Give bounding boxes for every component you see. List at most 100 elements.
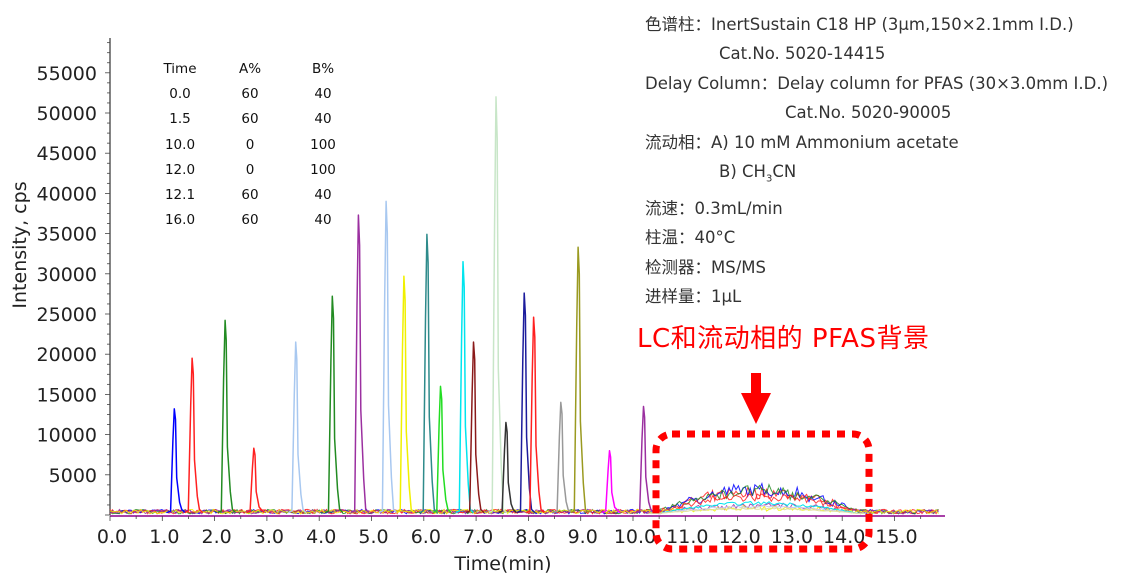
- column-label: 色谱柱：: [645, 15, 711, 34]
- peak-trace: [498, 421, 517, 514]
- detector-value: MS/MS: [711, 257, 766, 277]
- mobile-b-suffix: CN: [772, 162, 797, 182]
- delay-cat: Cat.No. 5020-90005: [785, 103, 952, 123]
- down-arrow-icon: [741, 373, 771, 424]
- delay-column-line: Delay Column：Delay column for PFAS (30×3…: [645, 69, 1108, 98]
- x-tick-label: 0.0: [97, 526, 127, 548]
- mobile-phase-line: 流动相：A) 10 mM Ammonium acetate: [645, 128, 1108, 157]
- y-tick-label: 55000: [37, 63, 97, 85]
- peak-trace: [465, 341, 485, 514]
- x-tick-label: 9.0: [568, 526, 598, 548]
- delay-cat-line: Cat.No. 5020-90005: [645, 98, 1108, 127]
- background-trace: [648, 500, 866, 514]
- cell-a: 0: [245, 161, 255, 178]
- injection-label: 进样量：: [645, 286, 711, 306]
- cell-a: 0: [245, 136, 255, 153]
- peak-trace: [419, 233, 438, 514]
- background-trace: [648, 507, 866, 514]
- mobile-b-prefix: B) CH: [719, 162, 766, 182]
- y-tick-label: 45000: [37, 143, 97, 165]
- temp-value: 40°C: [694, 228, 736, 248]
- x-tick-label: 7.0: [463, 526, 493, 548]
- cell-a: 60: [241, 85, 259, 102]
- peak-trace: [570, 246, 590, 514]
- x-tick-label: 15.0: [875, 526, 917, 548]
- y-tick-label: 40000: [37, 183, 97, 205]
- x-tick-label: 1.0: [149, 526, 179, 548]
- y-tick-label: 20000: [37, 344, 97, 366]
- cell-a: 60: [241, 212, 259, 229]
- dotted-highlight-box: [652, 430, 873, 553]
- cell-b: 100: [310, 136, 336, 153]
- temp-label: 柱温：: [645, 228, 695, 248]
- y-tick-label: 35000: [37, 224, 97, 246]
- flow-rate-line: 流速：0.3mL/min: [645, 194, 1108, 223]
- y-axis: 5000 10000 15000 20000 25000 30000 35000 40000 4…: [37, 38, 111, 516]
- x-tick-label: 3.0: [254, 526, 284, 548]
- x-tick-label: 2.0: [201, 526, 231, 548]
- table-row: 1.5 60 40: [148, 107, 358, 132]
- peak-trace: [287, 341, 307, 514]
- delay-label: Delay Column：: [645, 73, 778, 93]
- gradient-table: Time A% B% 0.0 60 40 1.5 60 40 10.0 0 10…: [148, 56, 358, 233]
- mobile-phase-b-line: B) CH3CN: [645, 157, 1108, 194]
- y-tick-label: 30000: [37, 264, 97, 286]
- baseline-trace: [109, 504, 939, 515]
- y-tick-label: 50000: [37, 103, 97, 125]
- cell-time: 0.0: [169, 85, 191, 102]
- peak-trace: [350, 214, 370, 514]
- y-axis-title: Intensity, cps: [9, 181, 31, 308]
- flow-value: 0.3mL/min: [694, 198, 783, 218]
- peak-trace: [184, 357, 204, 514]
- x-tick-label: 4.0: [306, 526, 336, 548]
- peak-trace: [601, 449, 621, 514]
- peak-trace: [432, 385, 452, 514]
- mobile-b-subscript: 3: [765, 173, 773, 185]
- cell-b: 40: [314, 187, 332, 204]
- background-highlight: [652, 373, 873, 553]
- peak-trace: [635, 405, 655, 514]
- x-tick-label: 10.0: [614, 526, 656, 548]
- x-tick-label: 11.0: [666, 526, 708, 548]
- detector-label: 检测器：: [645, 257, 711, 277]
- cell-a: 60: [241, 187, 259, 204]
- x-tick-label: 13.0: [771, 526, 813, 548]
- chromatogram-traces: [109, 96, 939, 515]
- column-cat: Cat.No. 5020-14415: [719, 44, 886, 64]
- peak-trace: [378, 200, 398, 514]
- cell-a: 60: [241, 111, 259, 128]
- y-tick-label: 5000: [49, 465, 97, 487]
- x-tick-label: 5.0: [358, 526, 388, 548]
- gradient-table-header: Time A% B%: [148, 56, 358, 81]
- y-tick-label: 25000: [37, 304, 97, 326]
- x-tick-label: 14.0: [823, 526, 865, 548]
- cell-b: 40: [314, 85, 332, 102]
- cell-time: 16.0: [164, 212, 196, 229]
- x-axis-title: Time(min): [453, 553, 551, 575]
- column-cat-line: Cat.No. 5020-14415: [645, 39, 1108, 68]
- peak-trace: [324, 295, 344, 514]
- y-tick-label: 10000: [37, 425, 97, 447]
- peak-trace: [166, 408, 186, 514]
- x-tick-label: 6.0: [411, 526, 441, 548]
- header-b-percent: B%: [311, 60, 335, 77]
- x-tick-label: 12.0: [718, 526, 760, 548]
- cell-time: 12.1: [164, 187, 196, 204]
- table-row: 12.1 60 40: [148, 182, 358, 207]
- delay-value: Delay column for PFAS (30×3.0mm I.D.): [777, 73, 1109, 93]
- cell-time: 10.0: [164, 136, 196, 153]
- background-annotation-label: LC和流动相的 PFAS背景: [637, 324, 930, 354]
- detector-line: 检测器：MS/MS: [645, 253, 1108, 282]
- table-row: 16.0 60 40: [148, 208, 358, 233]
- cell-time: 1.5: [169, 111, 191, 128]
- background-trace: [648, 504, 866, 514]
- cell-b: 40: [314, 212, 332, 229]
- mobile-label: 流动相：: [645, 132, 711, 152]
- table-row: 12.0 0 100: [148, 157, 358, 182]
- table-row: 0.0 60 40: [148, 81, 358, 106]
- peak-trace: [396, 275, 415, 514]
- analysis-conditions: 色谱柱：InertSustain C18 HP (3μm,150×2.1mm I…: [645, 10, 1108, 311]
- peak-trace: [488, 96, 507, 514]
- x-tick-label: 8.0: [515, 526, 545, 548]
- peak-trace: [516, 292, 536, 514]
